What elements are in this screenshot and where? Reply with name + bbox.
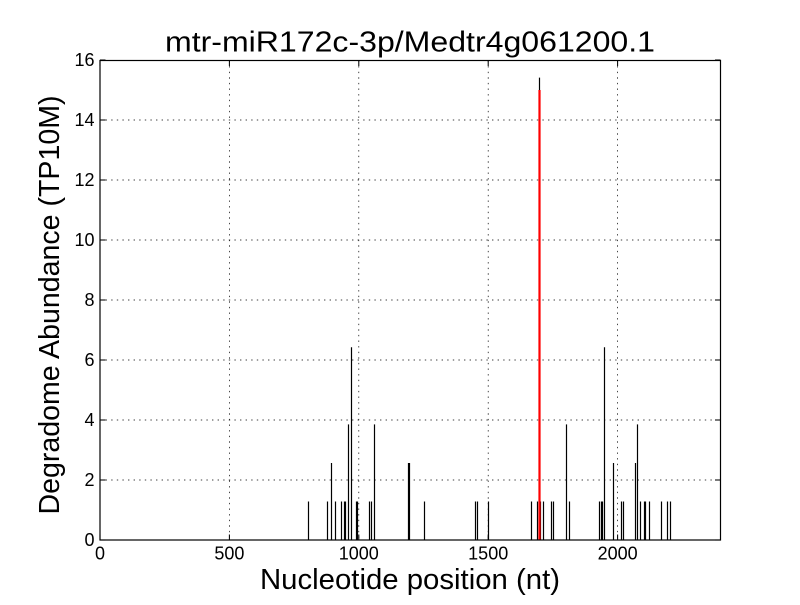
svg-text:0: 0 [95, 544, 105, 564]
svg-text:14: 14 [74, 110, 94, 130]
svg-text:2: 2 [84, 470, 94, 490]
svg-text:12: 12 [74, 170, 94, 190]
svg-text:Degradome Abundance (TP10M): Degradome Abundance (TP10M) [34, 96, 66, 515]
svg-text:Nucleotide position (nt): Nucleotide position (nt) [260, 564, 560, 596]
svg-text:6: 6 [84, 350, 94, 370]
svg-text:8: 8 [84, 290, 94, 310]
svg-text:16: 16 [74, 50, 94, 70]
svg-text:500: 500 [214, 544, 244, 564]
svg-text:10: 10 [74, 230, 94, 250]
svg-text:2000: 2000 [598, 544, 638, 564]
svg-text:1500: 1500 [468, 544, 508, 564]
svg-text:mtr-miR172c-3p/Medtr4g061200.1: mtr-miR172c-3p/Medtr4g061200.1 [165, 27, 655, 59]
svg-text:0: 0 [84, 530, 94, 550]
svg-text:1000: 1000 [339, 544, 379, 564]
svg-text:4: 4 [84, 410, 94, 430]
